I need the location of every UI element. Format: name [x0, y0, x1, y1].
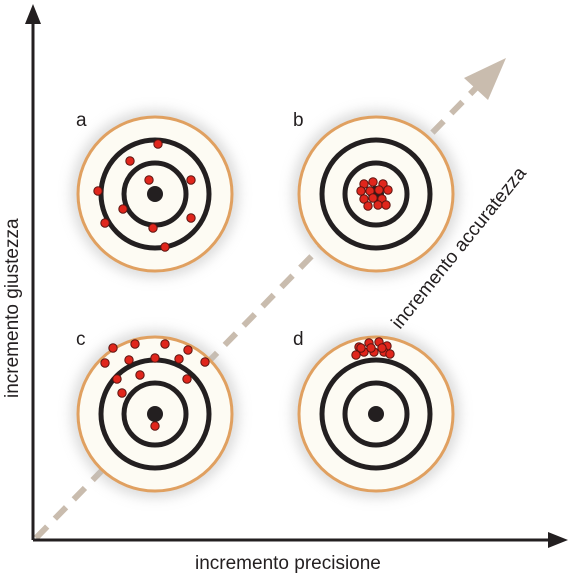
target-d-shot	[377, 343, 387, 353]
target-a-shot	[144, 175, 154, 185]
target-c-shot	[150, 421, 160, 431]
accuracy-arrowhead-icon	[464, 58, 506, 100]
target-c-shot	[135, 370, 145, 380]
y-axis-arrowhead-icon	[25, 4, 41, 24]
target-c-shot	[112, 374, 122, 384]
target-c-shot	[183, 345, 193, 355]
target-d-shot	[366, 343, 376, 353]
x-axis-arrowhead-icon	[548, 532, 568, 548]
target-d-shot	[385, 349, 395, 359]
target-c-shot	[200, 357, 210, 367]
target-b-ring-1	[319, 137, 433, 251]
target-d-ring-2	[342, 380, 410, 448]
target-b-shot	[383, 185, 393, 195]
target-a-label: a	[76, 110, 87, 131]
target-c-bullseye	[147, 406, 163, 422]
target-c-shot	[160, 339, 170, 349]
target-d-ring-1	[319, 357, 433, 471]
target-a-shot	[186, 175, 196, 185]
target-c-shot	[100, 358, 110, 368]
target-b-shot	[363, 201, 373, 211]
target-a-shot	[93, 186, 103, 196]
target-a-shot	[100, 218, 110, 228]
target-c-shot	[130, 339, 140, 349]
target-a: a	[71, 110, 239, 278]
target-c-shot	[150, 353, 160, 363]
target-a-shot	[125, 156, 135, 166]
target-c-shot	[124, 355, 134, 365]
x-axis-label: incremento precisione	[195, 553, 381, 574]
target-c-ring-2	[121, 380, 189, 448]
target-c-label: c	[76, 329, 86, 350]
target-a-shot	[160, 242, 170, 252]
target-d-shot	[356, 343, 366, 353]
target-b-label: b	[293, 110, 304, 131]
target-c-shot	[182, 374, 192, 384]
target-a-shot	[153, 139, 163, 149]
target-c-shot	[108, 343, 118, 353]
y-axis-label: incremento giustezza	[2, 218, 23, 398]
target-d-shot	[351, 350, 361, 360]
target-b-shot	[368, 193, 378, 203]
target-b-shot	[356, 186, 366, 196]
target-b-shot	[368, 177, 378, 187]
target-b-shot	[381, 200, 391, 210]
target-c-shot	[117, 388, 127, 398]
target-b-shot	[373, 200, 383, 210]
target-a-shot	[186, 213, 196, 223]
targets: a b c d	[71, 110, 460, 498]
target-d-bullseye	[368, 406, 384, 422]
target-d: d	[292, 329, 460, 498]
target-c-shot	[174, 354, 184, 364]
target-a-bullseye	[147, 186, 163, 202]
target-b-shot	[359, 194, 369, 204]
target-b: b	[292, 110, 460, 278]
target-c: c	[71, 329, 239, 498]
axes	[25, 4, 568, 548]
target-a-shot	[118, 204, 128, 214]
target-d-label: d	[293, 329, 304, 350]
target-b-shot	[374, 185, 384, 195]
target-a-shot	[148, 223, 158, 233]
target-b-ring-2	[342, 160, 410, 228]
